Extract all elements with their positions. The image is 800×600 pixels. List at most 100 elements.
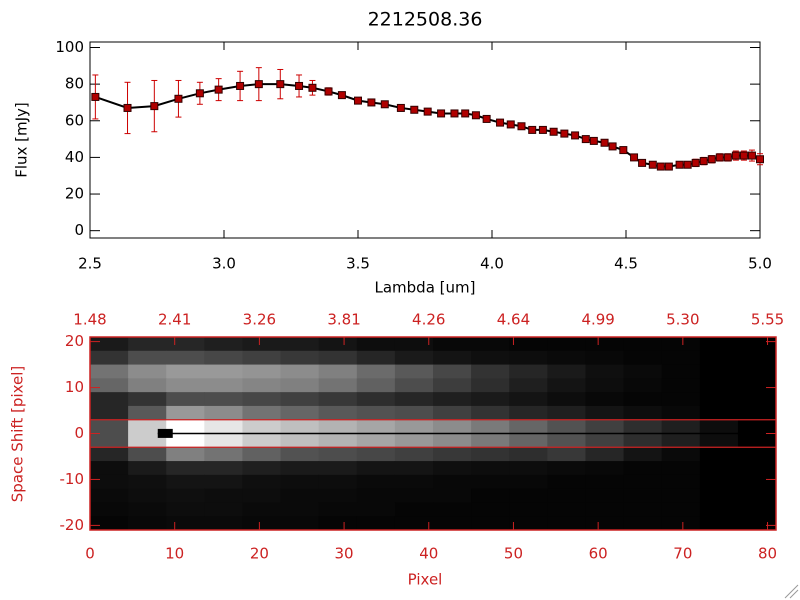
marker [648,160,657,169]
image-cell [356,419,396,434]
resize-grip [784,584,799,599]
image-cell [737,433,776,448]
image-cell [737,405,776,421]
image-cell [509,337,548,352]
image-cell [356,516,396,530]
x-tick-label: 30 [335,545,354,563]
marker [123,103,132,112]
image-cell [318,433,358,448]
image-cell [242,378,282,393]
marker [699,157,708,166]
y-tick-label: 40 [65,148,84,166]
image-cell [547,392,586,407]
image-cell [204,474,243,490]
image-cell [204,378,243,393]
marker [664,162,673,171]
image-cell [280,419,320,434]
image-cell [433,516,472,530]
image-cell [318,364,358,379]
image-cell [509,433,548,448]
image-cell [356,502,396,517]
image-cell [509,392,548,407]
image-cell [623,378,663,393]
image-cell [585,447,625,462]
marker [295,81,304,90]
image-cell [737,337,776,352]
image-cell [90,474,129,490]
marker [683,160,692,169]
image-cell [242,433,282,448]
image-cell [166,378,205,393]
marker [600,138,609,147]
image-cell [394,350,434,366]
y-axis-label: Space Shift [pixel] [9,366,27,503]
image-cell [699,447,739,462]
image-cell [356,350,396,366]
image-cell [661,433,701,448]
image-cell [90,419,129,434]
x2-tick-label: 1.48 [73,311,106,329]
image-cell [280,474,320,490]
image-cell [471,502,510,517]
image-cell [433,364,472,379]
image-cell [433,488,472,503]
image-cell [318,461,358,476]
image-cell [280,516,320,530]
marker [324,87,333,96]
image-cell [585,474,625,490]
marker [367,98,376,107]
marker [739,151,748,160]
image-cell [623,461,663,476]
marker [91,92,100,101]
image-cell [509,378,548,393]
image-cell [433,350,472,366]
marker [254,80,263,89]
image-cell [699,392,739,407]
image-cell [166,433,205,448]
image-cell [128,350,167,366]
image-cell [585,419,625,434]
image-cell [204,419,243,434]
x-tick-label: 3.0 [212,255,236,273]
image-cell [699,474,739,490]
image-cell [585,378,625,393]
image-cell [394,516,434,530]
image-cell [356,405,396,421]
image-cell [280,364,320,379]
marker [437,109,446,118]
image-cell [699,350,739,366]
x-axis-label: Lambda [um] [375,279,476,297]
marker [276,80,285,89]
image-cell [128,516,167,530]
x2-tick-label: 4.64 [497,311,530,329]
image-cell [166,350,205,366]
image-cell [90,433,129,448]
image-cell [90,350,129,366]
image-cell [623,364,663,379]
x-tick-label: 4.0 [480,255,504,273]
image-cell [471,461,510,476]
image-cell [394,364,434,379]
image-cell [547,474,586,490]
image-cell [394,405,434,421]
image-cell [204,433,243,448]
image-cell [433,405,472,421]
image-cell [623,488,663,503]
image-cell [433,433,472,448]
image-cell [433,474,472,490]
image-cell [90,502,129,517]
image-cell [471,488,510,503]
image-cell [623,392,663,407]
image-cell [128,364,167,379]
x-tick-label: 4.5 [614,255,638,273]
marker [461,109,470,118]
image-cell [166,392,205,407]
image-cell [661,337,701,352]
image-cell [471,350,510,366]
image-cell [90,364,129,379]
y-tick-label: 60 [65,111,84,129]
image-cell [509,488,548,503]
marker [396,103,405,112]
chart-title: 2212508.36 [368,9,483,31]
